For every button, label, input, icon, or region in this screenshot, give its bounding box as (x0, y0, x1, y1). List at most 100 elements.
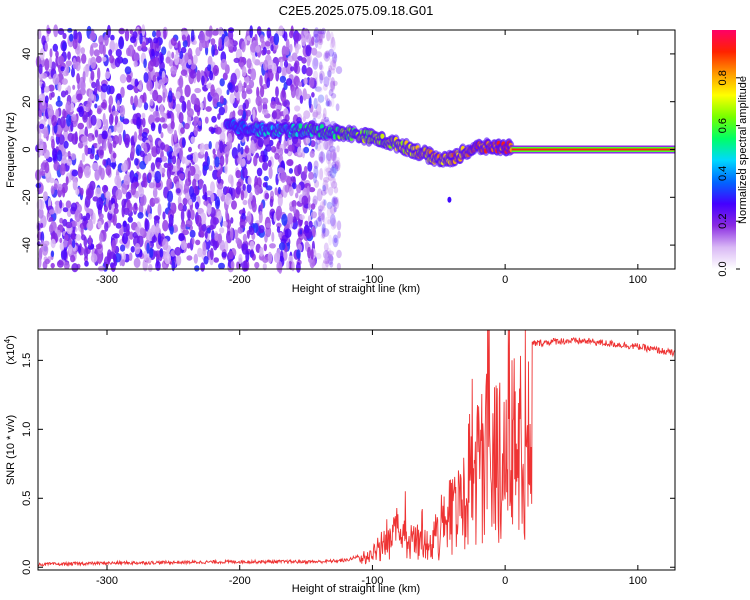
spectrogram-noise-cell (325, 100, 330, 107)
spectrogram-noise-cell (336, 145, 340, 153)
spectrogram-noise-cell (92, 196, 99, 202)
spectrogram-noise-cell (70, 202, 78, 212)
spectrogram-noise-cell (312, 111, 318, 119)
spectrogram-noise-cell (249, 227, 255, 236)
spectrogram-noise-cell (187, 242, 191, 249)
spectrogram-noise-cell (319, 167, 324, 181)
spectrogram-noise-cell (133, 52, 140, 62)
spectrogram-noise-cell (255, 95, 263, 107)
spectrogram-noise-cell (307, 161, 313, 172)
spectrogram-noise-cell (99, 167, 105, 180)
spectrogram-noise-cell (68, 244, 72, 255)
spectrogram-noise-cell (102, 159, 107, 166)
spectrogram-noise-cell (133, 131, 138, 144)
spectrogram-noise-cell (321, 261, 329, 271)
spectrogram-noise-cell (320, 233, 326, 240)
spectrogram-noise-cell (95, 55, 102, 64)
spectrogram-noise-cell (299, 229, 303, 235)
spectrogram-noise-cell (199, 102, 204, 110)
spectrogram-noise-cell (326, 70, 332, 78)
spectrogram-noise-cell (71, 233, 76, 241)
spectrogram-noise-cell (308, 187, 316, 193)
spectrogram-noise-cell (92, 212, 96, 225)
spectrogram-noise-cell (218, 262, 225, 270)
spectrogram-noise-cell (327, 159, 331, 169)
spectrogram-noise-cell (246, 88, 253, 95)
spectrogram-noise-cell (130, 246, 135, 253)
spectrogram-noise-cell (71, 114, 77, 122)
colorbar-tick-label: 0.2 (717, 214, 729, 229)
spectrogram-noise-cell (133, 257, 141, 268)
spectrogram-noise-cell (240, 190, 245, 201)
spectrogram-noise-cell (39, 100, 47, 113)
spectrogram-noise-cell (322, 184, 327, 192)
spectrogram-noise-cell (193, 126, 198, 137)
spectrogram-noise-cell (280, 59, 283, 70)
y-tick-label: -40 (21, 237, 33, 253)
spectrogram-noise-cell (94, 129, 99, 138)
spectrogram-noise-cell (126, 75, 132, 83)
spectrogram-noise-cell (219, 95, 225, 104)
spectrogram-noise-cell (332, 151, 337, 163)
spectrogram-noise-cell (146, 242, 150, 254)
x-tick-label: -300 (96, 274, 118, 286)
spectrogram-noise-cell (314, 86, 322, 92)
spectrogram-noise-cell (81, 135, 88, 143)
spectrogram-noise-cell (104, 221, 109, 232)
spectrogram-noise-cell (141, 41, 147, 49)
spectrogram-noise-cell (269, 243, 276, 249)
x-tick-label: 100 (629, 575, 647, 587)
spectrogram-noise-cell (62, 108, 66, 119)
spectrogram-noise-cell (62, 41, 67, 52)
spectrogram-noise-cell (242, 166, 248, 179)
spectrogram-noise-cell (244, 145, 249, 154)
spectrogram-noise-cell (322, 83, 328, 91)
spectrogram-noise-cell (72, 38, 78, 50)
spectrogram-noise-cell (261, 97, 269, 105)
spectrogram-noise-cell (103, 141, 107, 151)
spectrogram-noise-cell (194, 201, 200, 210)
spectrogram-noise-cell (75, 188, 80, 196)
spectrogram-noise-cell (204, 191, 208, 202)
spectrogram-noise-cell (150, 162, 156, 172)
spectrogram-noise-cell (48, 224, 54, 234)
spectrogram-noise-cell (189, 229, 196, 238)
spectrogram-noise-cell (75, 234, 82, 241)
spectrogram-noise-cell (303, 165, 308, 175)
spectrogram-noise-cell (241, 260, 248, 272)
spectrogram-noise-cell (246, 183, 252, 194)
spectrogram-noise-cell (327, 170, 332, 177)
spectrogram-noise-cell (327, 100, 333, 107)
spectrogram-noise-cell (217, 113, 221, 120)
spectrogram-noise-cell (193, 116, 197, 129)
spectrogram-noise-cell (189, 62, 197, 70)
x-tick-label: -200 (229, 274, 251, 286)
spectrogram-noise-cell (152, 110, 160, 118)
spectrogram-noise-cell (259, 34, 265, 43)
spectrogram-noise-cell (175, 254, 182, 266)
spectrogram-noise-cell (216, 187, 223, 198)
spectrogram-noise-cell (44, 42, 48, 51)
spectrogram-noise-cell (227, 82, 233, 91)
spectrogram-noise-cell (154, 117, 161, 123)
spectrogram-noise-cell (109, 55, 115, 64)
spectrogram-noise-cell (90, 114, 97, 126)
spectrogram-noise-cell (160, 31, 164, 39)
spectrogram-noise-cell (324, 251, 331, 264)
spectrogram-noise-cell (122, 252, 126, 262)
spectrogram-noise-cell (41, 243, 49, 256)
spectrogram-noise-cell (187, 59, 192, 66)
spectrogram-noise-cell (119, 104, 126, 118)
spectrogram-noise-cell (44, 58, 50, 71)
spectrogram-noise-cell (147, 213, 153, 220)
spectrogram-noise-cell (43, 126, 49, 138)
spectrogram-noise-cell (74, 209, 81, 223)
spectrogram-noise-cell (205, 106, 212, 112)
x-tick-label: 100 (629, 274, 647, 286)
spectrogram-noise-cell (141, 112, 146, 120)
spectrogram-noise-cell (330, 97, 335, 108)
spectrogram-noise-cell (327, 173, 334, 181)
spectrogram-noise-cell (144, 219, 150, 232)
spectrogram-noise-cell (62, 32, 67, 40)
